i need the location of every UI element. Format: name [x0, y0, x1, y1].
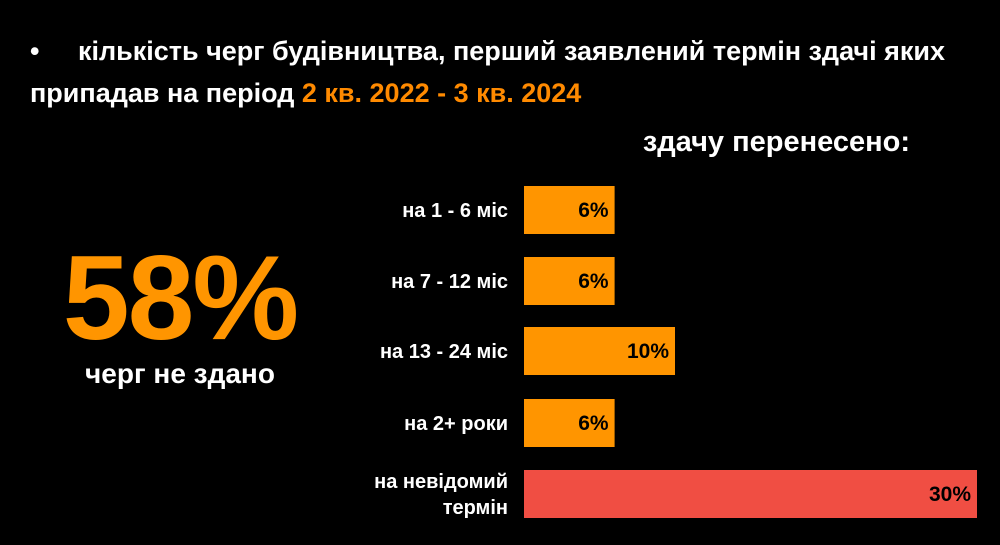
chart-title: здачу перенесено: [642, 126, 910, 158]
bar-4 [524, 399, 615, 447]
bar-5 [524, 470, 977, 518]
bar-value-label: 6% [578, 199, 609, 222]
bullet: • [30, 36, 40, 66]
bar-1 [524, 186, 615, 234]
summary-percent: 58% [62, 231, 299, 365]
summary-label: черг не здано [85, 358, 275, 389]
heading-period-highlight: 2 кв. 2022 - 3 кв. 2024 [301, 78, 582, 108]
heading-text: кількість черг будівництва, перший заявл… [30, 36, 945, 108]
category-label: на 13 - 24 міс [380, 341, 508, 363]
bar-value-label: 6% [578, 270, 609, 293]
category-label: на 2+ роки [404, 413, 508, 435]
category-label: на 1 - 6 міс [402, 200, 508, 222]
bar-value-label: 30% [929, 483, 971, 506]
category-label: на 7 - 12 міс [391, 271, 508, 293]
bar-value-label: 6% [578, 412, 609, 435]
bar-value-label: 10% [627, 340, 669, 363]
category-label: на невідомий [374, 471, 508, 493]
bar-3 [524, 327, 675, 375]
bar-2 [524, 257, 615, 305]
category-label: термін [443, 497, 508, 519]
heading: • кількість черг будівництва, перший заяв… [30, 30, 990, 114]
